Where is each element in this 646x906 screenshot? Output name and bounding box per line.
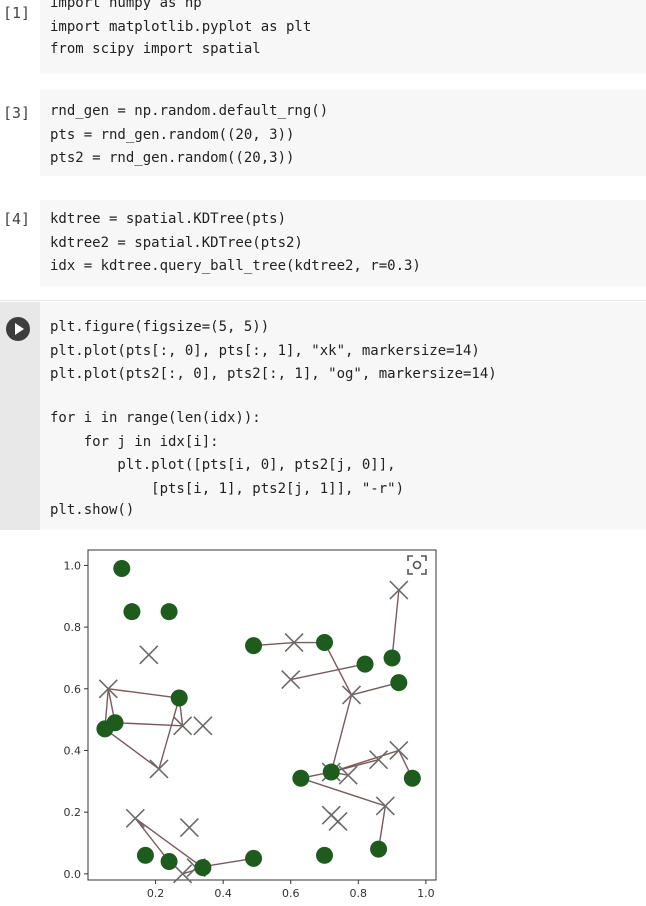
cell-output: 0.0 0.2 0.4 0.6 0.8 1.0 0.2 0.4 0.6 0.8 1.0 [50, 540, 450, 906]
execution-count: [3] [3, 104, 31, 122]
cell-divider [0, 300, 646, 301]
circle-marker-point [383, 649, 401, 667]
x-marker-point [375, 796, 395, 816]
circle-marker-point [123, 603, 141, 621]
y-tick-label: 0.4 [64, 744, 82, 757]
x-tick-label: 0.2 [147, 887, 165, 900]
x-marker-point [98, 679, 118, 699]
link-line [323, 642, 353, 696]
code-editor[interactable]: plt.figure(figsize=(5, 5)) plt.plot(pts[… [40, 302, 646, 530]
cell-gutter: [1] [0, 0, 40, 74]
code-line: import matplotlib.pyplot as plt [50, 19, 312, 35]
x-tick-label: 1.0 [417, 887, 435, 900]
circle-marker-point [170, 689, 188, 707]
x-marker-point [368, 750, 389, 770]
play-icon[interactable] [6, 317, 30, 341]
circle-marker-point [160, 852, 178, 870]
x-marker-point [281, 669, 301, 690]
x-marker-point [389, 740, 409, 761]
link-line [330, 694, 353, 773]
x-marker-point [125, 808, 145, 828]
code-cell-plot[interactable]: plt.figure(figsize=(5, 5)) plt.plot(pts[… [0, 302, 646, 530]
x-marker-point [341, 685, 362, 705]
code-cell-random[interactable]: [3] rnd_gen = np.random.default_rng() pt… [0, 90, 646, 176]
circle-marker-point [390, 674, 408, 692]
code-line: plt.plot(pts[:, 0], pts[:, 1], "xk", mar… [50, 343, 480, 359]
x-marker-point [389, 580, 409, 600]
x-marker-point [149, 759, 169, 779]
screenshot-capture-icon[interactable] [406, 554, 428, 576]
circle-marker-point [316, 846, 334, 864]
code-line: import numpy as np [50, 0, 202, 11]
circle-marker-point [245, 637, 263, 655]
code-line: plt.plot(pts2[:, 0], pts2[:, 1], "og", m… [50, 366, 497, 382]
link-line [114, 722, 183, 727]
link-line [104, 728, 160, 770]
code-editor[interactable]: rnd_gen = np.random.default_rng() pts = … [40, 90, 646, 176]
circle-marker-point [136, 846, 154, 864]
circle-marker-point [292, 769, 310, 787]
code-line: pts = rnd_gen.random((20, 3)) [50, 127, 295, 143]
code-editor[interactable]: kdtree = spatial.KDTree(pts) kdtree2 = s… [40, 200, 646, 286]
code-line: plt.plot([pts[i, 0], pts2[j, 0]], [50, 457, 396, 473]
y-tick-label: 0.6 [64, 683, 82, 696]
code-line: idx = kdtree.query_ball_tree(kdtree2, r=… [50, 258, 421, 274]
code-editor[interactable]: import numpy as np import matplotlib.pyp… [40, 0, 646, 74]
code-line: kdtree = spatial.KDTree(pts) [50, 211, 287, 227]
x-marker-point [338, 765, 358, 785]
circle-marker-point [194, 859, 212, 877]
circle-marker-point [113, 560, 131, 578]
code-line: plt.show() [50, 502, 135, 518]
x-marker-point [173, 716, 193, 736]
code-line: rnd_gen = np.random.default_rng() [50, 103, 329, 119]
code-line: plt.figure(figsize=(5, 5)) [50, 319, 270, 335]
x-marker-point [284, 632, 304, 653]
plot-frame [87, 549, 437, 881]
x-marker-point [139, 645, 159, 665]
y-tick-label: 1.0 [64, 559, 82, 572]
code-line: pts2 = rnd_gen.random((20,3)) [50, 150, 295, 166]
x-marker-point [173, 864, 193, 884]
circle-marker-point [370, 840, 388, 858]
circle-marker-point [322, 763, 340, 781]
x-tick-label: 0.8 [350, 887, 368, 900]
y-tick-label: 0.0 [64, 868, 82, 881]
code-line: kdtree2 = spatial.KDTree(pts2) [50, 235, 303, 251]
circle-marker-point [96, 720, 114, 738]
execution-count: [4] [3, 210, 31, 228]
x-tick-label: 0.4 [214, 887, 232, 900]
circle-marker-point [245, 849, 263, 867]
code-line: [pts[i, 1], pts2[j, 1]], "-r") [50, 481, 405, 497]
x-marker-point [193, 716, 213, 736]
code-line: for j in idx[i]: [50, 434, 219, 450]
link-line [134, 817, 170, 862]
link-line [391, 590, 400, 659]
link-line [108, 688, 180, 699]
cell-gutter: [3] [0, 90, 40, 176]
circle-marker-point [403, 769, 421, 787]
cell-gutter: [4] [0, 200, 40, 286]
x-marker-point [179, 818, 199, 838]
cell-gutter [0, 302, 40, 530]
code-cell-imports[interactable]: [1] import numpy as np import matplotlib… [0, 0, 646, 74]
execution-count: [1] [3, 4, 31, 22]
circle-marker-point [160, 603, 178, 621]
code-line: for i in range(len(idx)): [50, 410, 261, 426]
y-tick-label: 0.8 [64, 621, 82, 634]
y-tick-label: 0.2 [64, 806, 82, 819]
code-line: from scipy import spatial [50, 41, 261, 57]
circle-marker-point [356, 655, 374, 673]
code-cell-kdtree[interactable]: [4] kdtree = spatial.KDTree(pts) kdtree2… [0, 200, 646, 286]
link-line [134, 817, 204, 869]
scatter-plot: 0.0 0.2 0.4 0.6 0.8 1.0 0.2 0.4 0.6 0.8 1.0 [64, 549, 437, 900]
x-tick-label: 0.6 [282, 887, 300, 900]
circle-marker-point [316, 634, 334, 652]
x-marker-point [328, 811, 348, 831]
link-line [158, 697, 180, 770]
link-line [290, 663, 366, 681]
link-line [300, 777, 386, 807]
